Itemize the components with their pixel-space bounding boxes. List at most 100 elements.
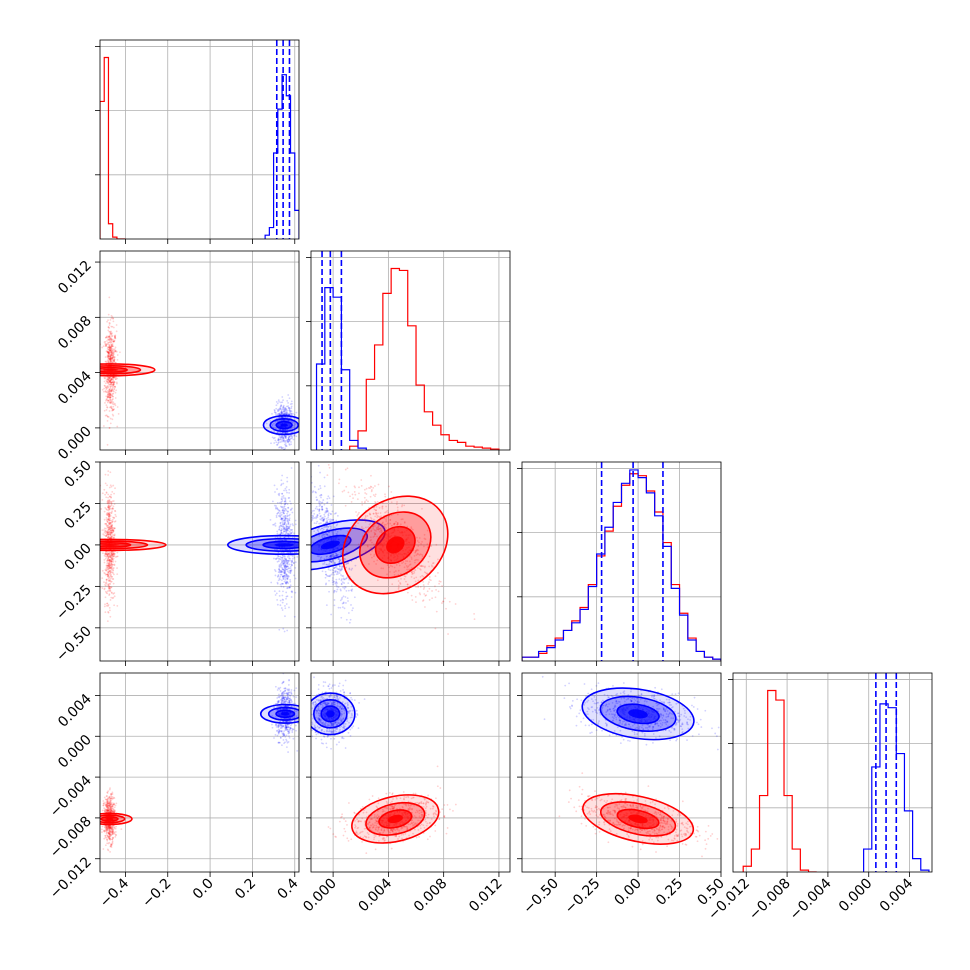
scatter-point [112, 529, 115, 532]
scatter-point [374, 502, 377, 504]
scatter-point [112, 392, 115, 395]
scatter-point [111, 335, 114, 337]
scatter-point [107, 797, 110, 800]
scatter-point [325, 604, 328, 606]
scatter-point [109, 513, 111, 516]
scatter-point [106, 801, 108, 804]
scatter-point [273, 504, 276, 507]
scatter-point [340, 582, 343, 585]
scatter-point [107, 827, 110, 829]
scatter-point [286, 741, 289, 744]
scatter-point [272, 523, 275, 526]
scatter-point [284, 497, 287, 500]
scatter-point [111, 563, 114, 566]
scatter-point [288, 438, 291, 441]
scatter-point [286, 503, 289, 505]
scatter-point [287, 441, 290, 444]
scatter-point [107, 377, 110, 380]
density-core [280, 712, 290, 716]
scatter-point [110, 350, 113, 352]
scatter-point [108, 523, 111, 526]
scatter-point [109, 829, 112, 832]
scatter-point [105, 513, 108, 515]
scatter-point [289, 437, 292, 440]
scatter-point [106, 553, 108, 555]
scatter-point [107, 506, 109, 508]
scatter-point [109, 555, 112, 558]
scatter-point [105, 399, 107, 402]
scatter-point [291, 716, 294, 719]
scatter-point [112, 340, 115, 343]
scatter-point [332, 495, 335, 498]
scatter-point [328, 525, 331, 527]
scatter-point [286, 561, 289, 564]
scatter-point [283, 687, 286, 690]
scatter-point [333, 591, 335, 594]
scatter-point [111, 571, 114, 574]
scatter-point [287, 689, 289, 692]
scatter-point [421, 565, 424, 568]
scatter-point [109, 838, 112, 841]
scatter-point [109, 355, 112, 358]
scatter-point [108, 559, 110, 562]
scatter-point [291, 564, 294, 566]
scatter-point [111, 398, 113, 401]
scatter-point [289, 551, 292, 554]
scatter-point [285, 740, 288, 742]
scatter-point [110, 352, 113, 355]
scatter-point [109, 536, 111, 539]
scatter-point [112, 553, 115, 555]
scatter-point [317, 531, 320, 534]
scatter-point [102, 533, 105, 536]
scatter-point [112, 582, 115, 585]
scatter-point [280, 699, 283, 702]
scatter-point [107, 341, 110, 344]
scatter-point [279, 524, 282, 527]
scatter-point [111, 805, 114, 808]
scatter-point [327, 557, 330, 560]
scatter-point [286, 691, 289, 694]
scatter-point [108, 390, 111, 393]
scatter-point [111, 553, 114, 556]
scatter-point [288, 514, 290, 517]
scatter-point [282, 697, 285, 700]
scatter-point [111, 392, 114, 395]
scatter-point [111, 510, 113, 513]
scatter-point [116, 573, 119, 576]
scatter-point [335, 519, 338, 522]
scatter-point [282, 574, 285, 577]
scatter-point [105, 534, 108, 537]
scatter-point [396, 523, 399, 526]
scatter-point [285, 527, 288, 530]
scatter-point [286, 577, 289, 580]
scatter-point [343, 607, 346, 610]
scatter-point [104, 382, 107, 385]
scatter-point [114, 335, 116, 338]
scatter-point [339, 551, 342, 554]
scatter-point [410, 566, 413, 569]
scatter-point [290, 431, 292, 434]
scatter-point [281, 559, 283, 562]
scatter-point [112, 355, 115, 357]
scatter-point [106, 391, 109, 394]
scatter-point [276, 507, 279, 509]
scatter-point [105, 798, 108, 801]
scatter-point [110, 805, 113, 808]
scatter-point [107, 326, 110, 328]
scatter-point [287, 695, 289, 698]
scatter-point [108, 347, 111, 350]
scatter-point [109, 358, 112, 361]
scatter-point [336, 585, 338, 588]
scatter-point [109, 527, 112, 530]
scatter-point [291, 557, 294, 560]
scatter-point [307, 504, 309, 506]
scatter-point [106, 376, 109, 379]
scatter-point [375, 509, 377, 512]
scatter-point [110, 532, 113, 534]
scatter-point [294, 724, 297, 727]
scatter-point [105, 810, 108, 813]
scatter-point [311, 510, 314, 512]
scatter-point [284, 529, 287, 532]
scatter-point [106, 415, 109, 418]
scatter-point [107, 552, 110, 555]
